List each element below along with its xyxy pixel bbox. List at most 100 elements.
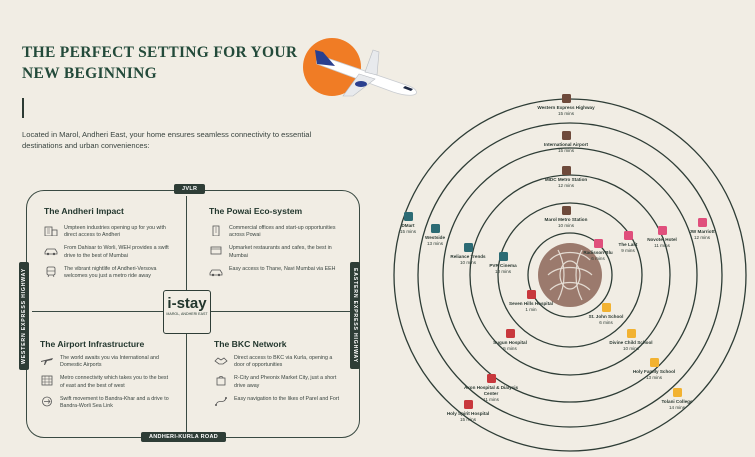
hospital-icon [526,290,536,299]
airplane-illustration [315,49,417,97]
list-item: Metro connectivity which takes you to th… [40,375,170,389]
hotel-icon [697,218,707,227]
store-icon [463,243,473,252]
poi-name: Axon Hospital & Dialysis Center [463,385,519,396]
poi-name: PVR Cinema [489,263,517,268]
title-accent-bar [22,98,24,118]
car-icon [209,269,223,277]
office-tower-icon [212,225,220,236]
poi-name: International Airport [544,142,588,147]
poi-name: Novotel Hotel [647,237,677,242]
poi-shopping: Reliance Trends 10 mins [438,243,498,266]
hospital-icon [463,400,473,409]
quadrant-powai: The Powai Eco-system Commercial offices … [209,206,339,277]
school-icon [649,358,659,367]
shopping-bag-icon [216,376,226,386]
hotel-icon [657,226,667,235]
list-item: Easy access to Thane, Navi Mumbai via EE… [209,266,339,277]
poi-name: Holy Spirit Hospital [446,411,490,416]
poi-name: JW Marriott [689,229,715,234]
poi-hotel: Novotel Hotel 11 mins [632,226,692,249]
poi-time: 14 mins [668,404,686,410]
poi-name: St. John School [588,314,624,319]
poi-time: 9 mins [621,247,635,253]
poi-time: 5 mins [503,345,517,351]
poi-hospital: Seven Hills Hospital 1 min [501,290,561,313]
poi-time: 10 mins [557,222,575,228]
office-building-icon [44,226,58,236]
quadrant-title: The Andheri Impact [44,206,124,216]
hotel-icon [593,239,603,248]
list-item: Commercial offices and start-up opportun… [209,225,339,239]
poi-time: 13 mins [426,240,444,246]
list-item: The world awaits you via International a… [40,355,170,369]
poi-education: Tolani College 14 mins [647,388,707,411]
poi-time: 1 min [525,306,537,312]
poi-hospital: Sugun Hospital 5 mins [480,329,540,352]
list-item: Easy navigation to the likes of Parel an… [214,396,344,407]
store-icon [498,252,508,261]
location-pin-icon [561,131,571,140]
poi-hotel: Radisson Blu 6 mins [568,239,628,262]
poi-name: Seven Hills Hospital [509,301,553,306]
list-item: Swift movement to Bandra-Khar and a driv… [40,396,170,410]
airplane-icon [41,358,53,365]
quadrant-title: The Airport Infrastructure [40,339,145,349]
poi-time: 12 mins [557,182,575,188]
hospital-icon [505,329,515,338]
poi-name: Radisson Blu [583,250,613,255]
page-title: THE PERFECT SETTING FOR YOUR NEW BEGINNI… [22,44,298,82]
road-label-jvlr: JVLR [174,184,206,194]
poi-education: Divine Child School 10 mins [601,329,661,352]
poi-landmark: Marol Metro Station 10 mins [536,206,596,229]
poi-name: Western Express Highway [537,105,595,110]
poi-name: MIDC Metro Station [544,177,588,182]
school-icon [626,329,636,338]
intro-text: Located in Marol, Andheri East, your hom… [22,130,312,150]
quadrant-airport: The Airport Infrastructure The world awa… [40,339,170,410]
poi-name: Tolani College [661,399,693,404]
quadrant-andheri: The Andheri Impact Umpteen industries op… [44,206,174,280]
poi-time: 13 mins [645,374,663,380]
poi-name: Marol Metro Station [544,217,588,222]
poi-hospital: Axon Hospital & Dialysis Center 11 mins [461,374,521,402]
quadrant-bkc: The BKC Network Direct access to BKC via… [214,339,344,407]
school-icon [601,303,611,312]
poi-name: The Lalit [618,242,638,247]
poi-name: DMart [401,223,415,228]
poi-time: 10 mins [459,259,477,265]
poi-hospital: Holy Spirit Hospital 15 mins [438,400,498,423]
poi-education: Holy Family School 13 mins [624,358,684,381]
istay-logo: i-stay MAROL, ANDHERI EAST [163,290,211,334]
connectivity-rings [393,98,747,452]
poi-time: 12 mins [693,234,711,240]
poi-name: Sugun Hospital [493,340,527,345]
road-label-eeh: EASTERN EXPRESS HIGHWAY [350,262,360,369]
poi-time: 15 mins [557,110,575,116]
location-pin-icon [561,166,571,175]
road-label-andheri-kurla: ANDHERI-KURLA ROAD [141,432,227,442]
poi-landmark: International Airport 15 mins [536,131,596,154]
poi-name: Divine Child School [609,340,653,345]
metro-train-icon [46,266,56,277]
hospital-icon [486,374,496,383]
quadrant-title: The Powai Eco-system [209,206,303,216]
poi-time: 6 mins [591,255,605,261]
poi-time: 11 mins [654,242,670,248]
poi-time: 11 mins [483,396,499,402]
metro-grid-icon [41,376,53,386]
poi-time: 10 mins [494,268,512,274]
list-item: Direct access to BKC via Kurla, opening … [214,355,344,369]
poi-time: 6 mins [599,319,613,325]
poi-shopping: DMart 15 mins [378,212,438,235]
hotel-icon [623,231,633,240]
poi-shopping: Westside 13 mins [405,224,465,247]
location-pin-icon [561,206,571,215]
poi-name: Reliance Trends [450,254,486,259]
quadrant-title: The BKC Network [214,339,287,349]
list-item: Umpteen industries opening up for you wi… [44,225,174,239]
poi-landmark: MIDC Metro Station 12 mins [536,166,596,189]
list-item: The vibrant nightlife of Andheri-Versova… [44,266,174,280]
poi-education: St. John School 6 mins [576,303,636,326]
poi-shopping: PVR Cinema 10 mins [473,252,533,275]
